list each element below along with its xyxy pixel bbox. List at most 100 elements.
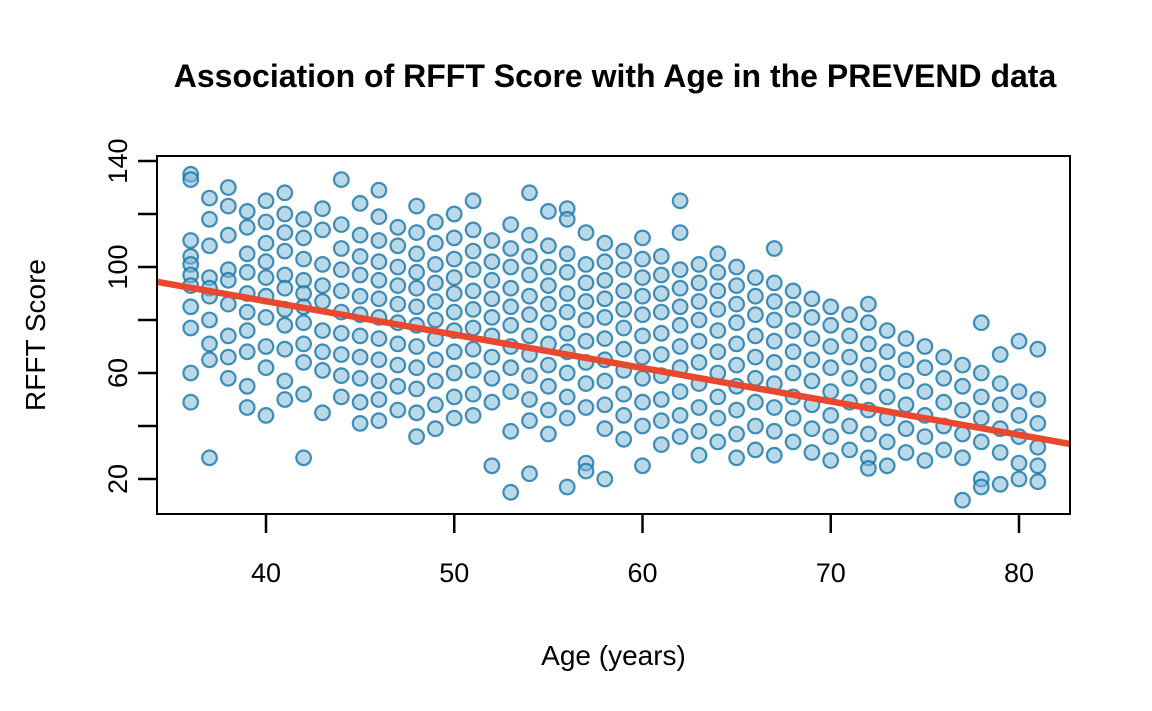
data-point (351, 287, 369, 305)
data-point (201, 210, 218, 228)
data-point (238, 263, 256, 281)
data-point (219, 327, 237, 345)
data-point (332, 367, 350, 385)
data-point (615, 301, 633, 318)
data-point (408, 279, 426, 297)
data-point (502, 422, 520, 440)
data-point (765, 311, 783, 329)
data-point (219, 369, 237, 387)
data-point (822, 452, 840, 469)
data-point (747, 393, 764, 411)
data-point (803, 330, 821, 348)
data-point (521, 306, 538, 324)
data-point (897, 396, 915, 414)
data-point (351, 194, 369, 212)
data-point (991, 444, 1009, 461)
data-point (972, 478, 990, 496)
data-point (822, 316, 840, 334)
data-point (596, 271, 614, 289)
data-point (314, 277, 331, 295)
data-point (332, 261, 350, 279)
data-point (652, 391, 670, 408)
data-point (445, 364, 463, 382)
x-tick-label: 70 (816, 558, 846, 588)
data-point (954, 401, 971, 419)
x-tick-label: 50 (439, 558, 469, 588)
data-point (332, 216, 350, 234)
data-point (351, 415, 369, 432)
data-point (709, 433, 727, 451)
data-point (916, 452, 934, 469)
data-point (257, 407, 275, 424)
data-point (671, 224, 689, 242)
data-point (201, 351, 218, 369)
data-point (728, 258, 745, 276)
data-point (427, 372, 444, 390)
data-point (634, 417, 651, 435)
data-point (671, 192, 689, 210)
data-point (464, 385, 482, 403)
data-point (238, 202, 256, 220)
data-point (634, 229, 651, 247)
data-point (521, 184, 538, 202)
data-point (314, 200, 331, 218)
data-point (596, 234, 614, 252)
data-point (709, 409, 727, 427)
data-point (1010, 407, 1028, 424)
data-point (878, 322, 896, 340)
data-point (257, 359, 275, 377)
data-point (972, 388, 990, 406)
data-point (483, 393, 501, 411)
data-point (276, 316, 294, 334)
data-point (351, 226, 369, 244)
data-point (427, 396, 444, 414)
data-point (483, 369, 501, 387)
chart-title: Association of RFFT Score with Age in th… (173, 58, 1057, 94)
data-point (690, 332, 708, 350)
data-point (860, 314, 877, 332)
data-point (502, 298, 520, 316)
data-point (483, 271, 501, 289)
data-point (389, 377, 407, 395)
data-point (483, 232, 501, 249)
data-point (784, 433, 802, 451)
data-point (577, 311, 595, 329)
data-point (502, 483, 520, 501)
data-point (558, 245, 576, 263)
data-point (634, 393, 651, 411)
data-point (182, 232, 200, 249)
data-point (634, 369, 651, 387)
data-point (483, 309, 501, 326)
data-point (803, 351, 821, 369)
data-point (615, 430, 633, 448)
data-point (408, 224, 426, 242)
data-point (1029, 391, 1047, 408)
data-point (577, 293, 595, 310)
data-point (991, 346, 1009, 363)
data-point (445, 250, 463, 268)
data-point (652, 436, 670, 454)
data-point (502, 383, 520, 401)
data-point (445, 285, 463, 302)
data-point (596, 290, 614, 308)
data-point (652, 324, 670, 342)
data-point (540, 258, 557, 276)
x-tick-label: 40 (251, 558, 281, 588)
data-point (276, 391, 294, 408)
data-point (314, 256, 331, 273)
data-point (860, 356, 877, 374)
data-point (558, 285, 576, 302)
data-point (502, 240, 520, 257)
data-point (935, 441, 953, 459)
data-point (577, 224, 595, 242)
data-point (351, 327, 369, 345)
data-point (972, 314, 990, 332)
data-point (878, 433, 896, 451)
data-point (822, 338, 840, 355)
data-point (878, 364, 896, 382)
data-point (408, 380, 426, 398)
data-point (596, 372, 614, 390)
data-point (841, 327, 858, 345)
data-point (295, 314, 313, 332)
data-point (784, 364, 802, 382)
